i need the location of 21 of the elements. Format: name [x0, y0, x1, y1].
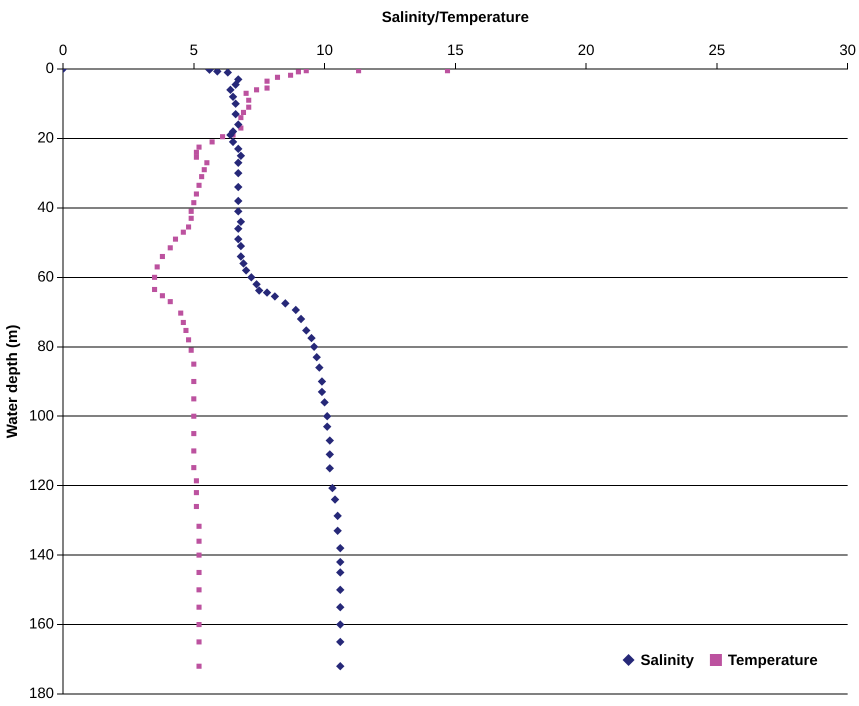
- x-tick-label: 15: [447, 42, 464, 60]
- x-tick-label: 20: [578, 42, 594, 60]
- y-tick-label: 0: [46, 60, 54, 78]
- y-tick-label: 100: [28, 407, 54, 424]
- x-tick-label: 10: [316, 42, 333, 60]
- y-tick-label: 80: [37, 338, 54, 355]
- y-axis-title: Water depth (m): [4, 324, 22, 438]
- y-tick-label: 20: [37, 130, 54, 147]
- x-tick-label: 25: [708, 42, 726, 60]
- x-axis-title: Salinity/Temperature: [382, 9, 529, 26]
- y-tick-label: 40: [37, 199, 54, 216]
- y-tick-label: 140: [28, 546, 54, 564]
- legend-label: Temperature: [728, 652, 818, 670]
- x-tick-label: 0: [58, 42, 68, 60]
- legend-label: Salinity: [640, 652, 695, 670]
- y-tick-label: 160: [28, 616, 54, 633]
- y-tick-label: 120: [28, 476, 54, 494]
- y-tick-label: 180: [28, 685, 54, 702]
- x-tick-label: 30: [839, 42, 856, 60]
- x-tick-label: 5: [190, 42, 198, 60]
- y-tick-label: 60: [37, 268, 54, 286]
